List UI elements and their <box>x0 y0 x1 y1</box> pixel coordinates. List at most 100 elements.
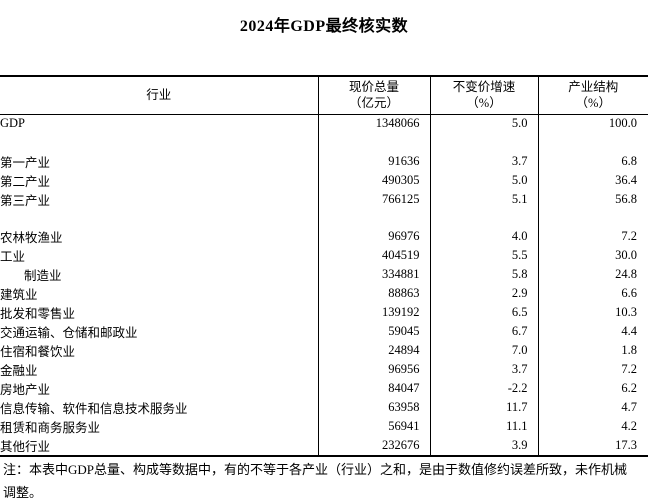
table-row-agriculture: 农林牧渔业 96976 4.0 7.2 <box>0 227 648 247</box>
col-header-structure: 产业结构 （%） <box>537 76 648 115</box>
row-share: 10.3 <box>537 303 648 323</box>
row-growth: 5.8 <box>429 265 538 285</box>
table-row-finance: 金融业 96956 3.7 7.2 <box>0 360 648 380</box>
table-row-real-estate: 房地产业 84047 -2.2 6.2 <box>0 379 648 399</box>
row-share: 7.2 <box>537 227 648 247</box>
row-share: 6.6 <box>537 284 648 304</box>
row-current-price: 766125 <box>317 189 430 209</box>
table-note-line1: 注：本表中GDP总量、构成等数据中，有的不等于各产业（行业）之和，是由于数值修约… <box>3 462 628 477</box>
row-growth: 11.1 <box>429 417 538 437</box>
col-header-structure-line1: 产业结构 <box>568 80 619 95</box>
row-current-price: 24894 <box>317 341 430 361</box>
row-current-price <box>317 132 430 152</box>
table-row-industry: 工业 404519 5.5 30.0 <box>0 246 648 266</box>
row-growth: 6.7 <box>429 322 538 342</box>
row-share: 6.8 <box>537 151 648 171</box>
row-label: 农林牧渔业 <box>0 231 63 246</box>
row-label <box>0 133 318 152</box>
row-label: 第二产业 <box>0 174 51 189</box>
col-header-current-price: 现价总量 （亿元） <box>317 76 430 115</box>
row-growth: -2.2 <box>429 379 538 399</box>
row-growth: 5.0 <box>429 114 538 133</box>
row-growth: 4.0 <box>429 227 538 247</box>
row-share: 56.8 <box>537 189 648 209</box>
table-row-manufacturing: 制造业 334881 5.8 24.8 <box>0 265 648 285</box>
table-row-secondary-industry: 第二产业 490305 5.0 36.4 <box>0 170 648 190</box>
table-row-construction: 建筑业 88863 2.9 6.6 <box>0 284 648 304</box>
row-current-price: 1348066 <box>317 114 430 133</box>
row-share: 6.2 <box>537 379 648 399</box>
col-header-industry-label: 行业 <box>146 88 172 103</box>
row-growth: 3.9 <box>429 436 538 457</box>
row-current-price: 490305 <box>317 170 430 190</box>
row-current-price: 59045 <box>317 322 430 342</box>
row-current-price: 84047 <box>317 379 430 399</box>
row-label: 工业 <box>0 250 26 265</box>
row-current-price: 404519 <box>317 246 430 266</box>
table-note-line2: 调整。 <box>3 485 43 500</box>
row-current-price: 91636 <box>317 151 430 171</box>
page-title: 2024年GDP最终核实数 <box>239 18 409 35</box>
row-label: GDP <box>0 116 26 131</box>
table-header-row: 行业 现价总量 （亿元） 不变价增速 （%） 产业结构 （%） <box>0 76 648 115</box>
row-current-price: 96976 <box>317 227 430 247</box>
row-share: 1.8 <box>537 341 648 361</box>
row-current-price: 96956 <box>317 360 430 380</box>
row-label: 房地产业 <box>0 383 51 398</box>
table-row-spacer <box>0 132 648 152</box>
col-header-industry: 行业 <box>0 76 318 115</box>
col-header-structure-line2: （%） <box>575 96 611 111</box>
row-growth: 11.7 <box>429 398 538 418</box>
table-row-other-industries: 其他行业 232676 3.9 17.3 <box>0 436 648 457</box>
row-label: 第一产业 <box>0 155 51 170</box>
table-row-gdp: GDP 1348066 5.0 100.0 <box>0 114 648 133</box>
row-growth: 2.9 <box>429 284 538 304</box>
table-row-spacer <box>0 208 648 228</box>
row-label: 信息传输、软件和信息技术服务业 <box>0 402 188 417</box>
col-header-growth-line2: （%） <box>466 96 502 111</box>
row-label: 第三产业 <box>0 193 51 208</box>
row-share: 7.2 <box>537 360 648 380</box>
row-label: 制造业 <box>24 269 62 284</box>
row-label: 住宿和餐饮业 <box>0 345 76 360</box>
col-header-current-price-line2: （亿元） <box>348 96 399 111</box>
row-share: 100.0 <box>537 114 648 133</box>
row-label <box>0 209 318 228</box>
row-current-price: 232676 <box>317 436 430 457</box>
row-growth: 3.7 <box>429 360 538 380</box>
table-row-transport-storage-post: 交通运输、仓储和邮政业 59045 6.7 4.4 <box>0 322 648 342</box>
table-row-wholesale-retail: 批发和零售业 139192 6.5 10.3 <box>0 303 648 323</box>
table-row-tertiary-industry: 第三产业 766125 5.1 56.8 <box>0 189 648 209</box>
row-growth: 5.0 <box>429 170 538 190</box>
table-row-primary-industry: 第一产业 91636 3.7 6.8 <box>0 151 648 171</box>
row-share: 36.4 <box>537 170 648 190</box>
row-share: 4.7 <box>537 398 648 418</box>
row-share <box>537 208 648 228</box>
row-share: 4.2 <box>537 417 648 437</box>
row-share: 30.0 <box>537 246 648 266</box>
row-label: 建筑业 <box>0 288 38 303</box>
row-share: 24.8 <box>537 265 648 285</box>
row-label: 租赁和商务服务业 <box>0 421 101 436</box>
row-growth <box>429 208 538 228</box>
col-header-current-price-line1: 现价总量 <box>348 80 399 95</box>
row-current-price: 56941 <box>317 417 430 437</box>
col-header-growth-line1: 不变价增速 <box>452 80 516 95</box>
row-growth <box>429 132 538 152</box>
row-share <box>537 132 648 152</box>
row-label: 交通运输、仓储和邮政业 <box>0 326 138 341</box>
row-growth: 5.5 <box>429 246 538 266</box>
col-header-growth: 不变价增速 （%） <box>429 76 538 115</box>
row-growth: 6.5 <box>429 303 538 323</box>
row-current-price: 139192 <box>317 303 430 323</box>
row-current-price: 334881 <box>317 265 430 285</box>
table-row-hotels-catering: 住宿和餐饮业 24894 7.0 1.8 <box>0 341 648 361</box>
row-current-price: 88863 <box>317 284 430 304</box>
row-growth: 5.1 <box>429 189 538 209</box>
row-growth: 3.7 <box>429 151 538 171</box>
row-share: 4.4 <box>537 322 648 342</box>
row-current-price <box>317 208 430 228</box>
table-row-information-technology: 信息传输、软件和信息技术服务业 63958 11.7 4.7 <box>0 398 648 418</box>
row-growth: 7.0 <box>429 341 538 361</box>
